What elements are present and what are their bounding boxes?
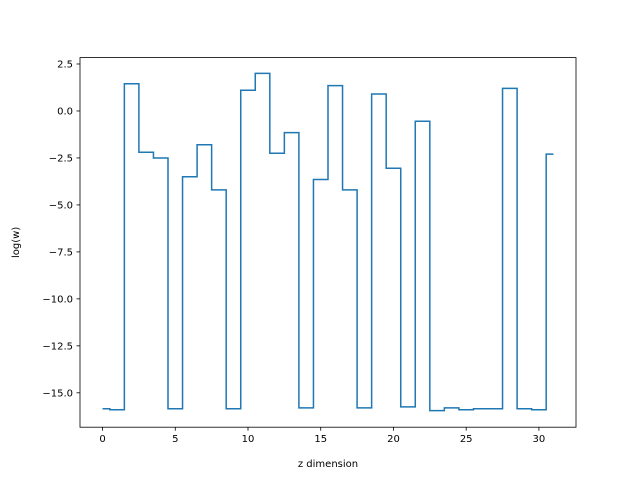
- y-tick-label: −12.5: [42, 341, 73, 352]
- y-tick-label: 2.5: [57, 59, 73, 70]
- y-tick-label: 0.0: [57, 106, 73, 117]
- x-tick-label: 20: [387, 434, 400, 445]
- x-tick-label: 5: [172, 434, 178, 445]
- x-tick-label: 0: [99, 434, 105, 445]
- series-layer: [102, 72, 554, 412]
- plot-frame: [79, 57, 577, 428]
- y-tick-label: −10.0: [42, 294, 73, 305]
- y-tick-label: −7.5: [49, 247, 73, 258]
- y-tick-label: −5.0: [49, 200, 73, 211]
- y-tick-label: −15.0: [42, 388, 73, 399]
- x-axis-label: z dimension: [298, 459, 358, 470]
- x-tick-label: 25: [460, 434, 473, 445]
- y-axis-label: log(w): [11, 227, 22, 258]
- series-line: [102, 72, 554, 412]
- x-tick-label: 10: [242, 434, 255, 445]
- y-tick-label: −2.5: [49, 153, 73, 164]
- x-tick-label: 30: [533, 434, 546, 445]
- x-tick-label: 15: [314, 434, 327, 445]
- ticks: 0 5 10 15 20 25 30 2.5 0.0 −2.5 −5.0 −7.5 −10.0 −12.5…: [42, 59, 545, 445]
